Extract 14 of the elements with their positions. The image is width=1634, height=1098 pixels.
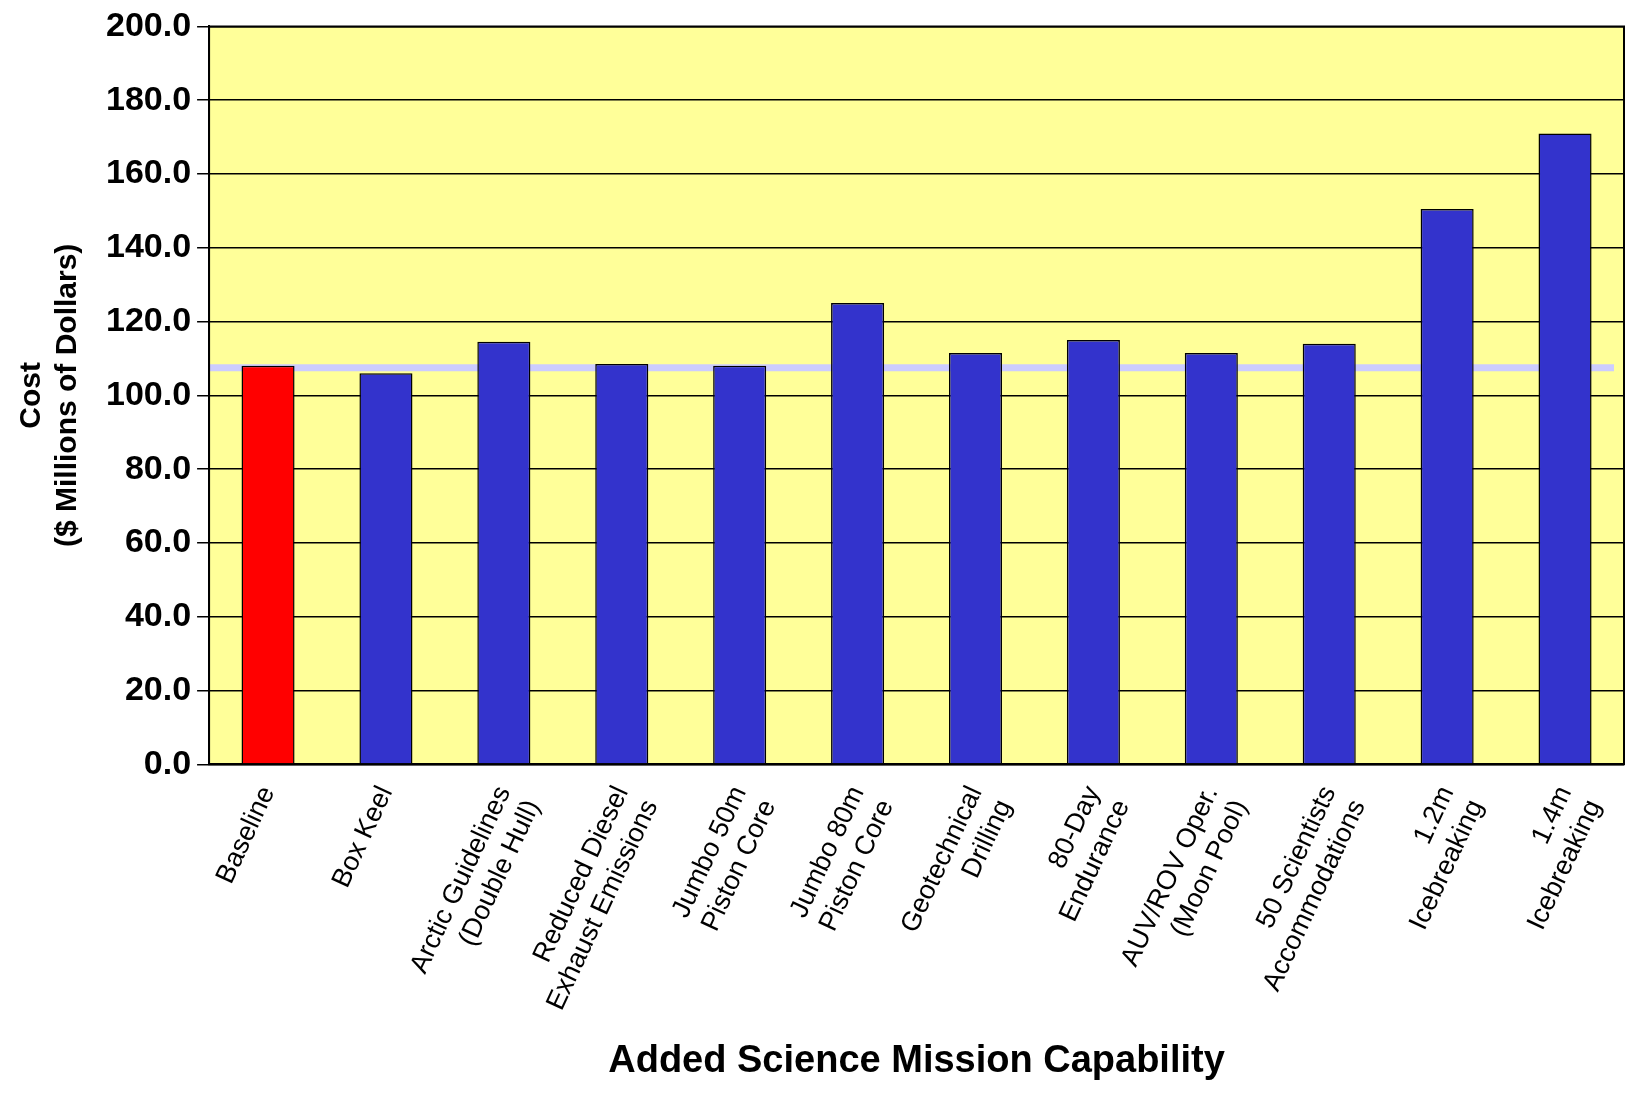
y-tick-label: 60.0	[124, 521, 192, 560]
y-tick-label: 180.0	[105, 78, 192, 117]
y-tick-label: 80.0	[124, 447, 192, 486]
x-tick-label: Box Keel	[325, 781, 399, 892]
y-tick-label: 140.0	[105, 226, 192, 265]
y-tick-label: 120.0	[105, 299, 192, 338]
y-tick-label: 40.0	[124, 595, 192, 634]
y-tick-label: 200.0	[105, 4, 192, 43]
y-tick-label: 20.0	[124, 668, 192, 707]
y-axis-title: Cost ($ Millions of Dollars)	[13, 243, 83, 548]
y-tick-label: 100.0	[105, 373, 192, 412]
y-tick-label: 0.0	[143, 742, 192, 781]
y-tick-label: 160.0	[105, 152, 192, 191]
x-axis-title: Added Science Mission Capability	[608, 1037, 1225, 1080]
